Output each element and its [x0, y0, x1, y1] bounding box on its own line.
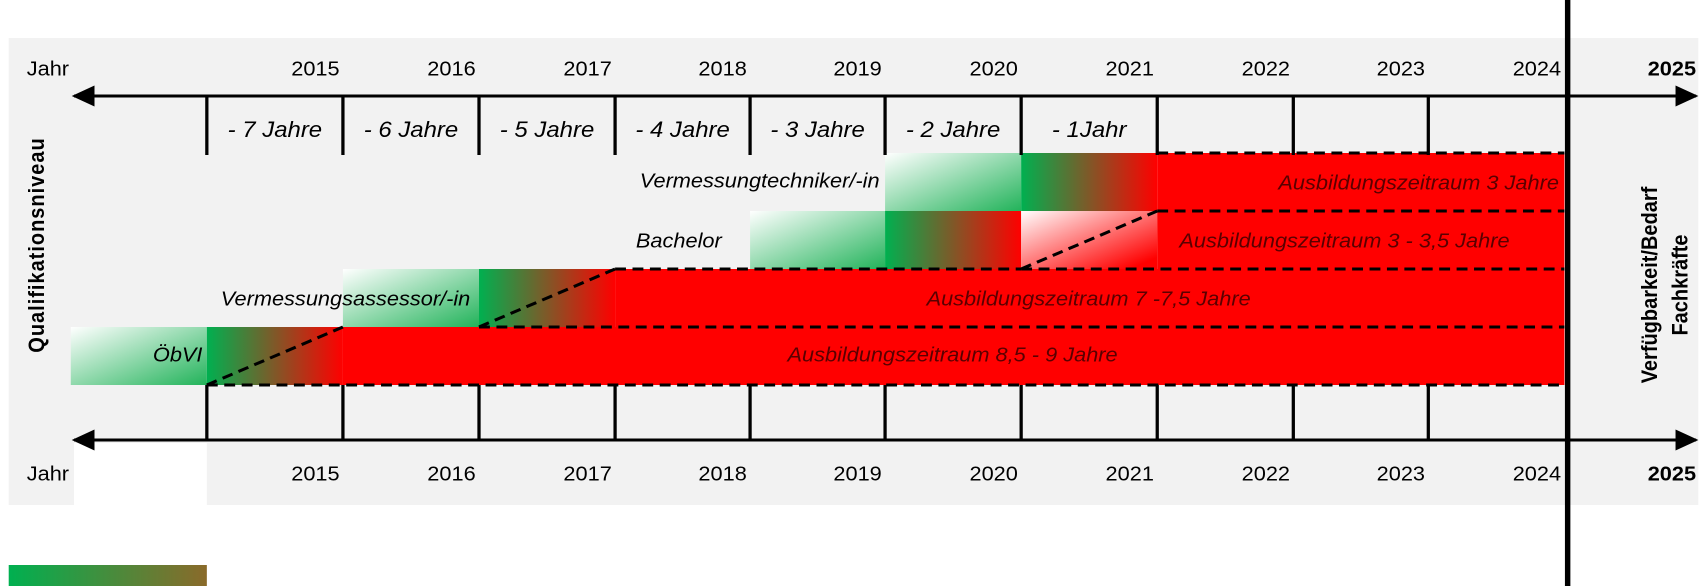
- year-label: 2023: [1377, 463, 1425, 485]
- year-label: 2018: [698, 58, 746, 80]
- axis-start: Jahr: [27, 463, 69, 485]
- year-label: 2022: [1242, 58, 1290, 80]
- year-label: 2024: [1513, 463, 1561, 485]
- year-label: 2016: [427, 463, 475, 485]
- offset-label: - 4 Jahre: [635, 117, 729, 142]
- bar: [750, 211, 886, 269]
- dashes: [206, 151, 1565, 387]
- bar: [1157, 153, 1565, 211]
- row-label: Vermessungsassessor/-in: [221, 288, 471, 310]
- bars: [70, 153, 1565, 385]
- row-label: Bachelor: [636, 230, 723, 252]
- blank: [74, 443, 207, 505]
- duration-label: Ausbildungszeitraum 3 Jahre: [1276, 172, 1559, 194]
- row-label: ÖbVI: [153, 344, 203, 366]
- year-label: 2023: [1377, 58, 1425, 80]
- axis-end: 2025: [1648, 58, 1697, 80]
- year-label: 2015: [291, 463, 339, 485]
- right-label: Fachkräfte: [1669, 234, 1693, 335]
- year-label: 2021: [1106, 463, 1154, 485]
- year-label: 2020: [969, 58, 1017, 80]
- offset-label: - 3 Jahre: [770, 117, 864, 142]
- bar: [342, 269, 480, 327]
- right-label: Verfügbarkeit/Bedarf: [1638, 187, 1662, 384]
- bar: [342, 327, 1565, 385]
- duration-label: Ausbildungszeitraum 8,5 - 9 Jahre: [785, 344, 1117, 366]
- bar: [1021, 153, 1158, 211]
- duration-label: Ausbildungszeitraum 3 - 3,5 Jahre: [1177, 230, 1509, 252]
- year-label: 2016: [427, 58, 475, 80]
- year-label: 2015: [291, 58, 339, 80]
- year-label: 2020: [969, 463, 1017, 485]
- duration-label: Ausbildungszeitraum 7 -7,5 Jahre: [924, 288, 1250, 310]
- year-label: 2017: [563, 58, 611, 80]
- year-label: 2022: [1242, 463, 1290, 485]
- row-label: Vermessungtechniker/-in: [640, 170, 880, 192]
- offset-label: - 7 Jahre: [228, 117, 322, 142]
- offset-label: - 5 Jahre: [500, 117, 594, 142]
- offset-label: - 6 Jahre: [364, 117, 458, 142]
- axis-end: 2025: [1648, 463, 1697, 485]
- year-label: 2021: [1106, 58, 1154, 80]
- bar: [885, 153, 1022, 211]
- year-label: 2017: [563, 463, 611, 485]
- year-label: 2019: [833, 58, 881, 80]
- offset-label: - 1Jahr: [1052, 117, 1128, 142]
- year-label: 2018: [698, 463, 746, 485]
- left-label: Qualifikationsniveau: [25, 137, 49, 352]
- axis-start: Jahr: [27, 58, 69, 80]
- bar: [885, 211, 1022, 269]
- legend-swatch: [8, 565, 207, 586]
- bar: [70, 327, 207, 385]
- bar: [1157, 211, 1565, 269]
- year-label: 2024: [1513, 58, 1561, 80]
- offset-label: - 2 Jahre: [906, 117, 1000, 142]
- bar: [615, 269, 1565, 327]
- year-label: 2019: [833, 463, 881, 485]
